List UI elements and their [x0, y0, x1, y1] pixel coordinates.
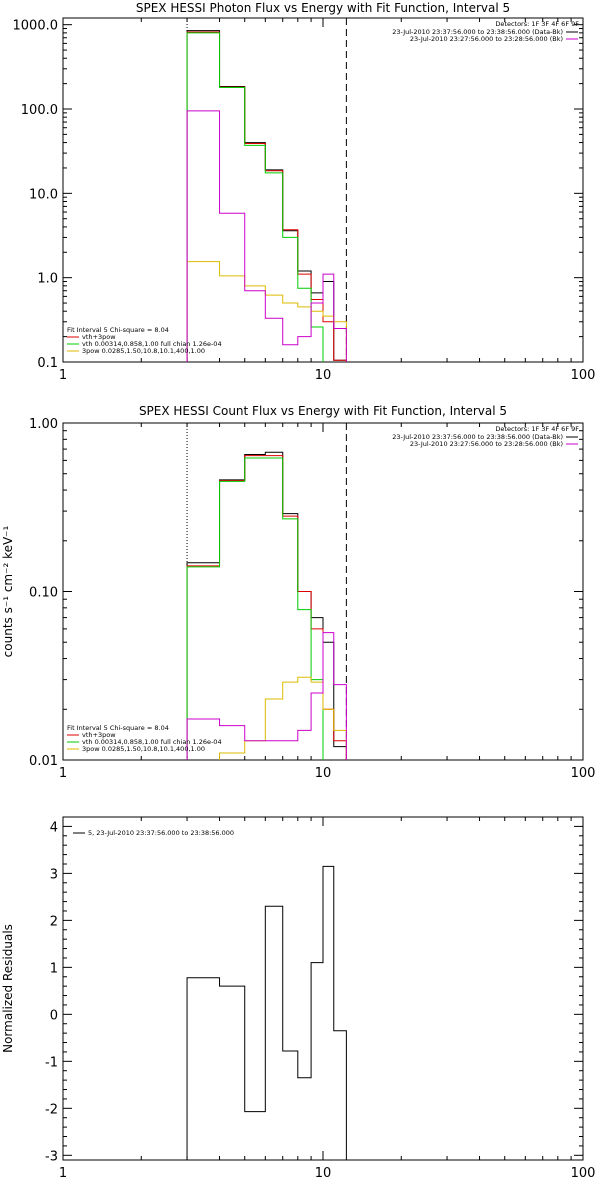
legend-entry-label: vth 0.00314,0.858,1.00 full chian 1.26e-…: [82, 738, 222, 746]
plot-area: [186, 30, 347, 362]
series-line-5: [186, 632, 347, 760]
y-tick-label: 1.0: [37, 272, 58, 287]
x-tick-label: 1: [59, 766, 67, 781]
y-tick-label: -1: [45, 1055, 58, 1070]
y-tick-label: 0.01: [29, 754, 58, 769]
legend-entry-label: vth+3pow: [82, 333, 116, 341]
y-tick-label: 2: [50, 914, 58, 929]
x-tick-label: 1: [59, 368, 67, 383]
legend-entry-label: 23-Jul-2010 23:37:56.000 to 23:38:56.000…: [392, 433, 563, 441]
legend-entry-label: vth 0.00314,0.858,1.00 full chian 1.26e-…: [82, 340, 222, 348]
y-axis-label: Normalized Residuals: [1, 924, 15, 1053]
series-line-1: [186, 451, 347, 760]
series-line-4: [219, 676, 347, 760]
legend-fit-header: Fit Interval 5 Chi-square = 8.04: [67, 724, 169, 732]
legend-entry-label: 23-Jul-2010 23:37:56.000 to 23:38:56.000…: [392, 28, 563, 36]
x-tick-label: 10: [315, 368, 332, 383]
y-tick-label: 10.0: [29, 187, 58, 202]
series-line-4: [186, 261, 347, 362]
plot-area: [186, 451, 347, 760]
x-tick-label: 100: [571, 1166, 596, 1181]
series-line-1: [186, 30, 347, 362]
y-tick-label: 1000.0: [13, 19, 59, 34]
y-tick-label: 1.00: [29, 417, 58, 432]
legend-entry-label: 3pow 0.0285,1.50,10.8,10.1,400,1.00: [82, 745, 205, 753]
legend-entry-label: 5, 23-Jul-2010 23:37:56.000 to 23:38:56.…: [88, 829, 234, 837]
y-tick-label: -2: [45, 1102, 58, 1117]
chart-panel-1: SPEX HESSI Photon Flux vs Energy with Fi…: [13, 1, 596, 383]
series-line-5: [186, 110, 347, 362]
y-tick-label: 0: [50, 1008, 58, 1023]
series-line-3: [186, 32, 324, 362]
plot-area: [186, 865, 347, 1160]
y-tick-label: 4: [50, 820, 58, 835]
legend-detectors: Detectors: 1F 3F 4F 6F 9F: [495, 20, 579, 28]
y-tick-label: 1: [50, 961, 58, 976]
x-tick-label: 10: [315, 766, 332, 781]
legend-fit-header: Fit Interval 5 Chi-square = 8.04: [67, 326, 169, 334]
x-tick-label: 100: [571, 368, 596, 383]
series-line-2: [186, 31, 347, 362]
series-line-1: [186, 865, 347, 1160]
y-tick-label: 3: [50, 867, 58, 882]
chart-panel-3: Normalized Residuals 1 10 100 -3 -2 -1 0 1 2 3 4 5, …: [1, 816, 596, 1181]
y-tick-label: 0.10: [29, 586, 58, 601]
chart-title: SPEX HESSI Count Flux vs Energy with Fit…: [139, 404, 507, 418]
x-tick-label: 10: [315, 1166, 332, 1181]
legend-entry-label: 23-Jul-2010 23:27:56.000 to 23:28:56.000…: [410, 35, 563, 43]
legend-entry-label: 3pow 0.0285,1.50,10.8,10.1,400,1.00: [82, 347, 205, 355]
y-tick-label: 100.0: [21, 103, 58, 118]
legend-bottom-left: Fit Interval 5 Chi-square = 8.04vth+3pow…: [67, 724, 222, 753]
chart-panel-2: SPEX HESSI Count Flux vs Energy with Fit…: [1, 404, 596, 781]
x-tick-label: 100: [571, 766, 596, 781]
legend-entry-label: 23-Jul-2010 23:27:56.000 to 23:28:56.000…: [410, 440, 563, 448]
y-axis-label: counts s⁻¹ cm⁻² keV⁻¹: [1, 525, 15, 657]
y-tick-label: -3: [45, 1149, 58, 1164]
legend-detectors: Detectors: 1F 3F 4F 6F 9F: [495, 425, 579, 433]
series-line-3: [186, 457, 324, 760]
x-tick-label: 1: [59, 1166, 67, 1181]
legend-top-left: 5, 23-Jul-2010 23:37:56.000 to 23:38:56.…: [73, 829, 234, 837]
legend-bottom-left: Fit Interval 5 Chi-square = 8.04vth+3pow…: [67, 326, 222, 355]
legend-entry-label: vth+3pow: [82, 731, 116, 739]
chart-title: SPEX HESSI Photon Flux vs Energy with Fi…: [136, 1, 510, 15]
y-tick-label: 0.1: [37, 356, 58, 371]
